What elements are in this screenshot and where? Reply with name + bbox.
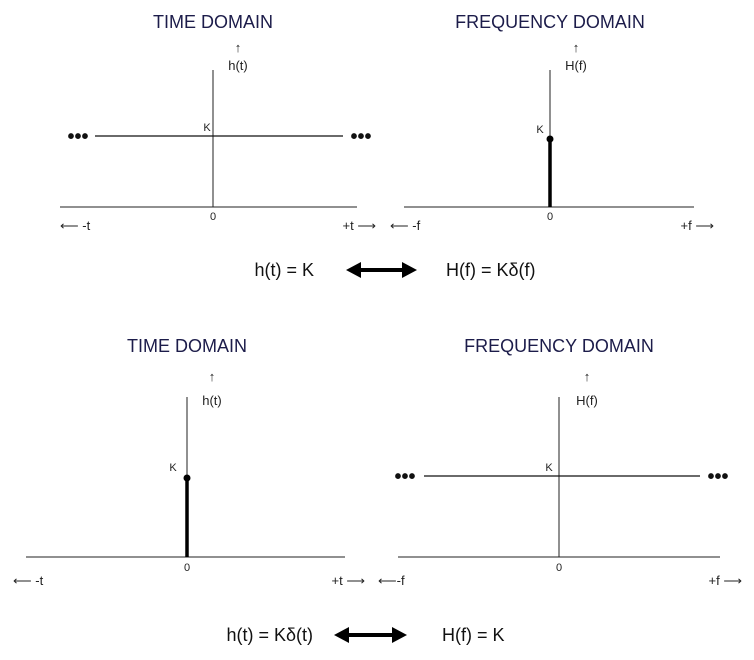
axis-label-h-t: h(t) — [202, 393, 222, 408]
panel-bottom-right-frequency-domain: FREQUENCY DOMAIN ↑ H(f) K ••• ••• 0 ⟵-f … — [378, 336, 742, 588]
panel-top-right-frequency-domain: FREQUENCY DOMAIN ↑ H(f) K 0 ⟵ -f +f ⟶ — [390, 12, 714, 233]
ellipsis-right: ••• — [707, 466, 728, 488]
arrowhead-left-icon — [334, 627, 349, 643]
panel-title: FREQUENCY DOMAIN — [464, 336, 654, 356]
arrowhead-left-icon — [346, 262, 361, 278]
panel-bottom-left-time-domain: TIME DOMAIN ↑ h(t) K 0 ⟵ -t +t ⟶ — [13, 336, 365, 588]
ellipsis-left: ••• — [67, 126, 88, 148]
negative-t-label: ⟵ -t — [13, 573, 44, 588]
negative-t-label: ⟵ -t — [60, 218, 91, 233]
origin-label: 0 — [556, 562, 562, 574]
up-arrow-icon: ↑ — [209, 369, 216, 384]
k-label: K — [203, 122, 211, 134]
equation-row-bottom: h(t) = Kδ(t) H(f) = K — [226, 625, 504, 645]
positive-t-label: +t ⟶ — [332, 573, 365, 588]
equation-time: h(t) = K — [254, 260, 314, 280]
positive-f-label: +f ⟶ — [709, 573, 742, 588]
panel-title: TIME DOMAIN — [153, 12, 273, 32]
axis-label-H-f: H(f) — [565, 58, 587, 73]
k-label: K — [545, 462, 553, 474]
k-label: K — [536, 124, 544, 136]
equation-row-top: h(t) = K H(f) = Kδ(f) — [254, 260, 535, 280]
equation-time: h(t) = Kδ(t) — [226, 625, 313, 645]
impulse-dot — [183, 474, 191, 482]
positive-t-label: +t ⟶ — [343, 218, 376, 233]
axis-label-h-t: h(t) — [228, 58, 248, 73]
up-arrow-icon: ↑ — [235, 40, 242, 55]
origin-label: 0 — [210, 211, 216, 223]
impulse-dot — [546, 135, 554, 143]
origin-label: 0 — [184, 562, 190, 574]
positive-f-label: +f ⟶ — [681, 218, 714, 233]
arrowhead-right-icon — [402, 262, 417, 278]
panel-top-left-time-domain: TIME DOMAIN ↑ h(t) K ••• ••• 0 ⟵ -t +t ⟶ — [60, 12, 376, 233]
arrowhead-right-icon — [392, 627, 407, 643]
k-label: K — [169, 462, 177, 474]
ellipsis-left: ••• — [394, 466, 415, 488]
panel-title: FREQUENCY DOMAIN — [455, 12, 645, 32]
up-arrow-icon: ↑ — [573, 40, 580, 55]
up-arrow-icon: ↑ — [584, 369, 591, 384]
equation-frequency: H(f) = Kδ(f) — [446, 260, 536, 280]
equation-frequency: H(f) = K — [442, 625, 505, 645]
origin-label: 0 — [547, 211, 553, 223]
ellipsis-right: ••• — [350, 126, 371, 148]
negative-f-label: ⟵ -f — [390, 218, 421, 233]
panel-title: TIME DOMAIN — [127, 336, 247, 356]
axis-label-H-f: H(f) — [576, 393, 598, 408]
negative-f-label: ⟵-f — [378, 573, 405, 588]
